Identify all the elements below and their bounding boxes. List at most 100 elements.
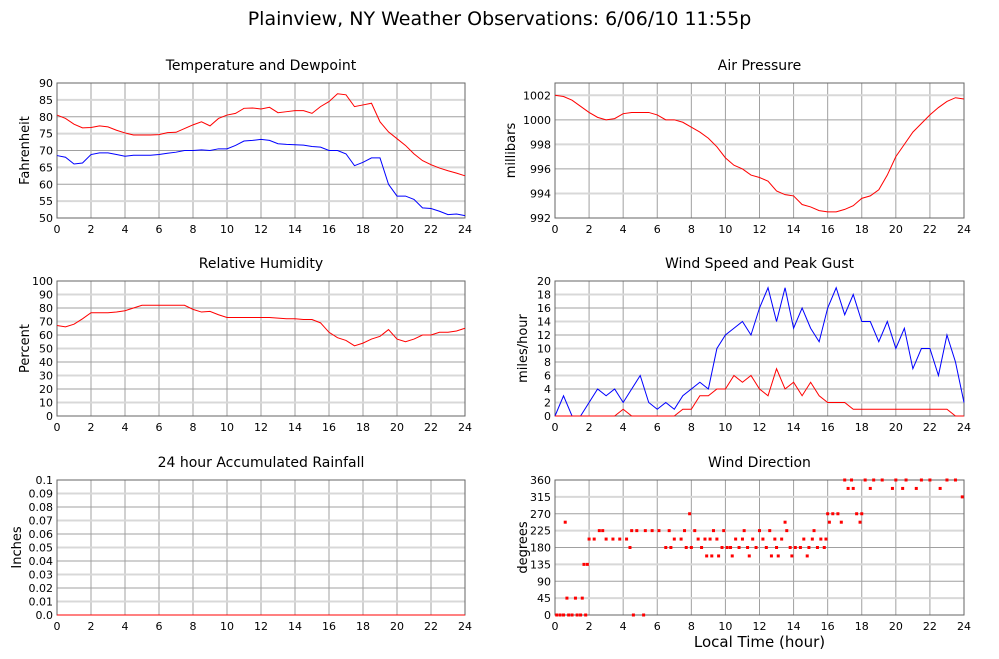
x-tick-label: 12 bbox=[753, 223, 767, 236]
x-tick-label: 4 bbox=[122, 421, 129, 434]
data-point bbox=[945, 478, 949, 482]
data-point bbox=[831, 512, 835, 516]
y-tick-label: 992 bbox=[530, 212, 551, 225]
x-tick-label: 2 bbox=[88, 421, 95, 434]
x-axis-label: Local Time (hour) bbox=[693, 633, 826, 651]
y-tick-label: 0 bbox=[46, 410, 53, 423]
x-tick-label: 22 bbox=[424, 223, 438, 236]
series-line bbox=[554, 286, 965, 417]
x-tick-label: 10 bbox=[220, 620, 234, 633]
y-tick-label: 70 bbox=[39, 145, 53, 158]
data-point bbox=[836, 512, 840, 516]
y-tick-label: 40 bbox=[39, 356, 53, 369]
y-tick-label: 85 bbox=[39, 94, 53, 107]
data-point bbox=[555, 613, 559, 617]
chart-title: Wind Speed and Peak Gust bbox=[665, 256, 854, 272]
data-point bbox=[705, 554, 709, 558]
chart-pressure: 0 2 4 6 8 10 12 14 16 18 20 22 249929949969981000100… bbox=[504, 58, 971, 236]
chart-title: Temperature and Dewpoint bbox=[165, 58, 357, 74]
y-tick-label: 60 bbox=[39, 329, 53, 342]
x-tick-label: 22 bbox=[424, 620, 438, 633]
plot-border bbox=[56, 82, 466, 219]
data-point bbox=[604, 537, 608, 541]
data-point bbox=[601, 529, 605, 533]
data-point bbox=[846, 486, 850, 490]
x-tick-label: 18 bbox=[855, 223, 869, 236]
x-tick-label: 2 bbox=[586, 421, 593, 434]
data-point bbox=[788, 546, 792, 549]
data-point bbox=[708, 537, 712, 541]
y-axis-label: Fahrenheit bbox=[18, 116, 33, 185]
x-tick-label: 0 bbox=[54, 223, 61, 236]
x-tick-label: 4 bbox=[620, 223, 627, 236]
data-point bbox=[679, 537, 683, 541]
data-point bbox=[611, 537, 615, 541]
data-point bbox=[720, 546, 724, 549]
x-tick-label: 0 bbox=[552, 620, 559, 633]
x-tick-label: 16 bbox=[821, 421, 835, 434]
y-tick-label: 10 bbox=[537, 343, 551, 356]
x-tick-label: 24 bbox=[458, 421, 472, 434]
y-tick-label: 0.01 bbox=[29, 596, 54, 609]
data-point bbox=[863, 478, 867, 482]
data-point bbox=[737, 546, 741, 549]
y-tick-label: 6 bbox=[544, 370, 551, 383]
data-point bbox=[826, 512, 830, 516]
data-point bbox=[880, 478, 884, 482]
data-point bbox=[711, 529, 715, 533]
y-tick-label: 998 bbox=[530, 138, 551, 151]
x-tick-label: 14 bbox=[787, 620, 801, 633]
chart-direction: 0 2 4 6 8 10 12 14 16 18 20 22 240459013518022527031… bbox=[516, 455, 971, 633]
data-point bbox=[812, 529, 816, 533]
data-point bbox=[643, 529, 647, 533]
data-point bbox=[747, 554, 751, 558]
x-tick-label: 14 bbox=[787, 421, 801, 434]
data-point bbox=[858, 520, 862, 524]
x-tick-label: 6 bbox=[654, 223, 661, 236]
x-tick-label: 18 bbox=[855, 421, 869, 434]
data-point bbox=[751, 537, 755, 541]
page-title: Plainview, NY Weather Observations: 6/06… bbox=[247, 8, 752, 30]
y-tick-label: 225 bbox=[530, 525, 551, 538]
data-point bbox=[664, 546, 668, 549]
x-tick-label: 18 bbox=[356, 620, 370, 633]
chart-title: Wind Direction bbox=[708, 455, 811, 471]
y-tick-label: 20 bbox=[537, 275, 551, 288]
x-tick-label: 10 bbox=[220, 421, 234, 434]
data-point bbox=[742, 529, 746, 533]
data-point bbox=[696, 537, 700, 541]
chart-wind: 0 2 4 6 8 10 12 14 16 18 20 22 2402468101214161820Wi… bbox=[516, 256, 971, 434]
y-tick-label: 55 bbox=[39, 195, 53, 208]
y-tick-label: 0 bbox=[544, 609, 551, 622]
x-tick-label: 12 bbox=[753, 421, 767, 434]
x-tick-label: 4 bbox=[620, 421, 627, 434]
data-point bbox=[758, 529, 761, 533]
x-tick-label: 24 bbox=[458, 223, 472, 236]
y-tick-label: 90 bbox=[39, 289, 53, 302]
data-point bbox=[567, 613, 571, 617]
y-tick-label: 0.04 bbox=[29, 555, 54, 568]
data-point bbox=[669, 546, 673, 549]
data-point bbox=[710, 554, 714, 558]
x-tick-label: 24 bbox=[458, 620, 472, 633]
x-tick-label: 8 bbox=[688, 421, 695, 434]
data-point bbox=[597, 529, 601, 533]
chart-title: Air Pressure bbox=[718, 58, 801, 74]
y-tick-label: 0.1 bbox=[36, 474, 54, 487]
data-point bbox=[783, 520, 787, 524]
x-tick-label: 22 bbox=[923, 620, 937, 633]
y-tick-label: 14 bbox=[537, 316, 551, 329]
x-tick-label: 0 bbox=[552, 421, 559, 434]
y-tick-label: 0.05 bbox=[29, 542, 54, 555]
x-tick-label: 24 bbox=[957, 421, 971, 434]
data-point bbox=[764, 546, 768, 549]
y-tick-label: 90 bbox=[537, 575, 551, 588]
data-point bbox=[798, 546, 802, 549]
data-point bbox=[683, 529, 687, 533]
y-tick-label: 0.08 bbox=[29, 501, 54, 514]
data-point bbox=[717, 554, 721, 558]
x-tick-label: 6 bbox=[654, 620, 661, 633]
y-tick-label: 0.06 bbox=[29, 528, 54, 541]
y-tick-label: 0.0 bbox=[36, 609, 54, 622]
plot-border bbox=[56, 280, 466, 417]
